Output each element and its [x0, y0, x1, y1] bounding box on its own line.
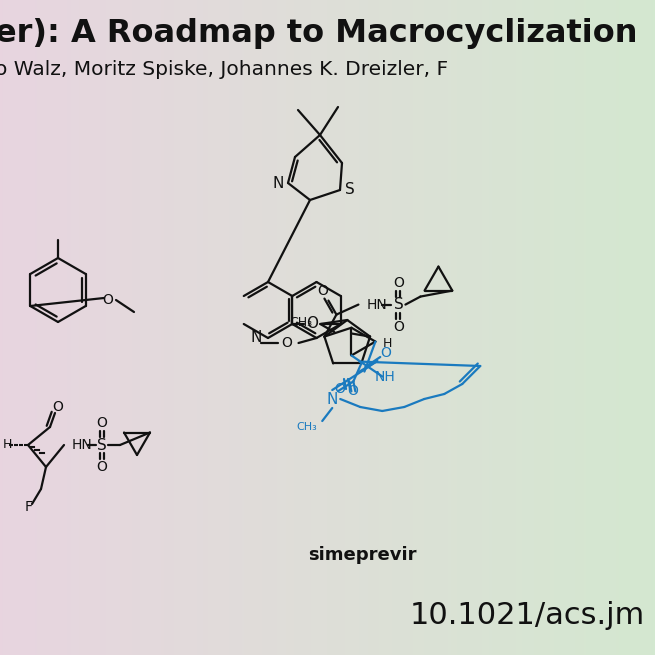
Text: O: O: [393, 276, 404, 290]
Text: H: H: [383, 337, 392, 350]
Text: S: S: [345, 183, 355, 198]
Text: S: S: [394, 297, 403, 312]
Text: N: N: [272, 176, 284, 191]
Text: HN: HN: [72, 438, 93, 452]
Text: O: O: [393, 320, 404, 333]
Text: O: O: [103, 293, 113, 307]
Text: O: O: [348, 384, 358, 398]
Text: O: O: [281, 336, 292, 350]
Text: F: F: [25, 500, 33, 514]
Text: H: H: [3, 438, 12, 451]
Text: HN: HN: [366, 297, 387, 312]
Text: N: N: [250, 331, 262, 345]
Text: NH: NH: [375, 369, 395, 384]
Text: O: O: [96, 416, 107, 430]
Text: er): A Roadmap to Macrocyclization: er): A Roadmap to Macrocyclization: [0, 18, 637, 49]
Text: o Walz, Moritz Spiske, Johannes K. Dreizler, F: o Walz, Moritz Spiske, Johannes K. Dreiz…: [0, 60, 448, 79]
Text: 10.1021/acs.jm: 10.1021/acs.jm: [410, 601, 645, 630]
Text: S: S: [97, 438, 107, 453]
Text: O: O: [334, 383, 345, 396]
Text: simeprevir: simeprevir: [308, 546, 417, 564]
Text: CH₃: CH₃: [290, 316, 312, 329]
Text: CH₃: CH₃: [297, 422, 317, 432]
Text: O: O: [317, 284, 328, 297]
Text: O: O: [380, 346, 390, 360]
Text: O: O: [52, 400, 64, 414]
Text: O: O: [307, 316, 318, 331]
Text: N: N: [327, 392, 338, 407]
Text: O: O: [96, 460, 107, 474]
